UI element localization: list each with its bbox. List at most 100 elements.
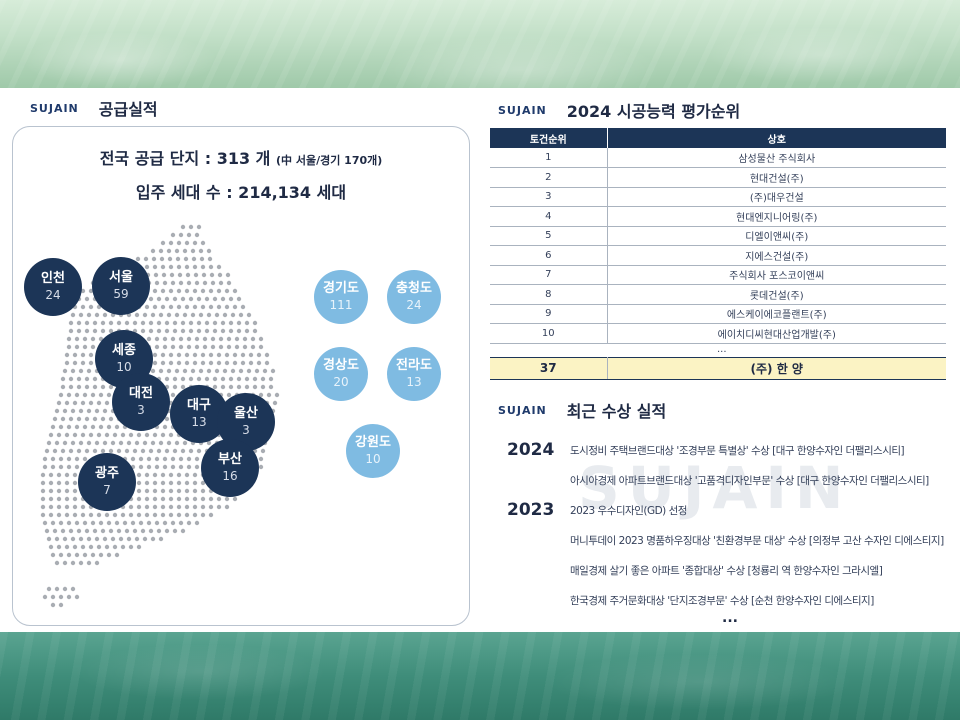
region-bubble-busan: 부산 16 <box>201 439 259 497</box>
map-dot <box>58 464 64 470</box>
map-dot <box>176 288 182 294</box>
map-dot <box>70 440 76 446</box>
map-dot <box>184 504 190 510</box>
map-dot <box>158 248 164 254</box>
map-dot <box>200 496 206 502</box>
region-count: 16 <box>222 469 238 483</box>
map-dot <box>80 400 86 406</box>
map-dot <box>224 360 230 366</box>
map-dot <box>112 512 118 518</box>
map-dot <box>186 336 192 342</box>
map-dot <box>88 432 94 438</box>
map-dot <box>90 336 96 342</box>
map-dot <box>188 224 194 230</box>
map-dot <box>148 320 154 326</box>
company-cell: 삼성물산 주식회사 <box>607 148 946 168</box>
map-dot <box>162 456 168 462</box>
map-dot <box>132 320 138 326</box>
map-dot <box>248 352 254 358</box>
map-dot <box>92 416 98 422</box>
map-dot <box>74 552 80 558</box>
map-dot <box>96 432 102 438</box>
map-dot <box>70 312 76 318</box>
map-dot <box>268 384 274 390</box>
province-name: 전라도 <box>396 358 432 373</box>
map-dot <box>70 560 76 566</box>
map-dot <box>84 328 90 334</box>
map-dot <box>94 312 100 318</box>
map-dot <box>183 256 189 262</box>
map-dot <box>172 328 178 334</box>
map-dot <box>186 464 192 470</box>
map-dot <box>178 280 184 286</box>
map-dot <box>72 496 78 502</box>
map-dot <box>144 304 150 310</box>
map-dot <box>138 520 144 526</box>
map-dot <box>162 520 168 526</box>
map-dot <box>54 586 60 592</box>
company-cell: 디엘이앤씨(주) <box>607 226 946 246</box>
map-dot <box>158 536 164 542</box>
map-dot <box>118 536 124 542</box>
map-dot <box>126 536 132 542</box>
map-dot <box>193 272 199 278</box>
map-dot <box>150 312 156 318</box>
table-row: 5 디엘이앤씨(주) <box>490 226 946 246</box>
map-dot <box>132 448 138 454</box>
province-name: 경기도 <box>323 281 359 296</box>
company-cell: 에스케이에코플랜트(주) <box>607 304 946 324</box>
map-dot <box>226 344 232 350</box>
map-dot <box>68 384 74 390</box>
map-dot <box>159 256 165 262</box>
map-dot <box>138 456 144 462</box>
region-count: 7 <box>103 483 111 497</box>
map-dot <box>86 560 92 566</box>
award-item: 매일경제 살기 좋은 아파트 '종합대상' 수상 [청룡리 역 한양수자인 그라… <box>570 565 883 577</box>
map-dot <box>62 586 68 592</box>
map-dot <box>152 480 158 486</box>
map-dot <box>252 384 258 390</box>
map-dot <box>74 344 80 350</box>
map-dot <box>56 432 62 438</box>
map-dot <box>236 320 242 326</box>
table-row: 4 현대엔지니어링(주) <box>490 206 946 227</box>
map-dot <box>94 560 100 566</box>
map-dot <box>152 488 158 494</box>
map-dot <box>190 248 196 254</box>
map-dot <box>180 448 186 454</box>
map-dot <box>184 288 190 294</box>
map-dot <box>168 360 174 366</box>
map-dot <box>82 520 88 526</box>
map-dot <box>74 520 80 526</box>
map-dot <box>66 424 72 430</box>
map-dot <box>132 528 138 534</box>
map-dot <box>234 344 240 350</box>
map-dot <box>176 240 182 246</box>
map-dot <box>188 320 194 326</box>
map-dot <box>68 328 74 334</box>
map-dot <box>86 440 92 446</box>
map-dot <box>168 488 174 494</box>
region-count: 3 <box>137 403 145 417</box>
map-dot <box>80 304 86 310</box>
rank-cell: 5 <box>490 226 608 246</box>
map-dot <box>80 360 86 366</box>
map-dot <box>192 288 198 294</box>
map-dot <box>150 536 156 542</box>
map-dot <box>76 328 82 334</box>
map-dot <box>120 544 126 550</box>
map-dot <box>216 304 222 310</box>
map-dot <box>216 496 222 502</box>
map-dot <box>102 440 108 446</box>
map-dot <box>48 512 54 518</box>
map-dot <box>70 408 76 414</box>
map-dot <box>200 352 206 358</box>
map-dot <box>218 280 224 286</box>
map-dot <box>140 528 146 534</box>
region-bubble-daejeon: 대전 3 <box>112 373 170 431</box>
map-dot <box>140 320 146 326</box>
map-dot <box>170 280 176 286</box>
map-dot <box>76 448 82 454</box>
map-dot <box>92 328 98 334</box>
province-count: 10 <box>365 452 381 466</box>
